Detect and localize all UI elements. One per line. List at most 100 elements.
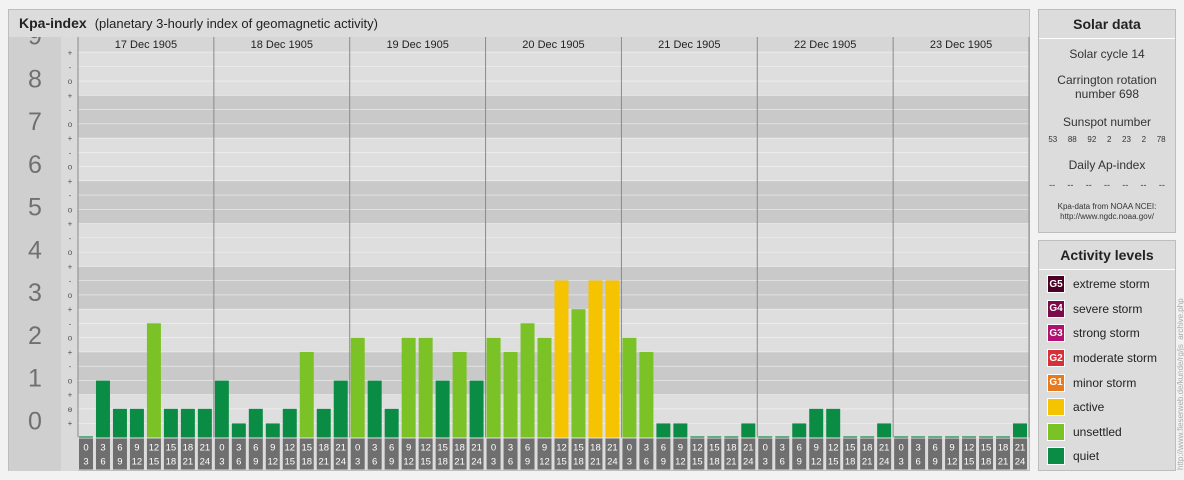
time-slot-box bbox=[452, 438, 467, 470]
time-slot-start: 3 bbox=[780, 443, 785, 454]
legend-label: extreme storm bbox=[1073, 277, 1150, 292]
time-slot-end: 21 bbox=[862, 457, 873, 468]
y-tick-label: 0 bbox=[28, 408, 42, 436]
time-slot-end: 24 bbox=[879, 457, 890, 468]
sub-tick-label: + bbox=[68, 262, 73, 271]
sub-tick-label: + bbox=[68, 419, 73, 428]
y-tick-label: 9 bbox=[28, 37, 42, 51]
time-slot-end: 18 bbox=[301, 457, 312, 468]
grid-band bbox=[78, 223, 1029, 267]
grid-band bbox=[78, 266, 1029, 310]
time-slot-end: 12 bbox=[539, 457, 550, 468]
time-slot-end: 6 bbox=[100, 457, 105, 468]
time-slot-end: 15 bbox=[556, 457, 567, 468]
kp-bar bbox=[571, 309, 586, 438]
kp-bar bbox=[197, 408, 212, 438]
kp-bar bbox=[112, 408, 127, 438]
time-slot-box bbox=[180, 438, 195, 470]
time-slot-start: 15 bbox=[709, 443, 720, 454]
kp-bar bbox=[656, 423, 671, 438]
time-slot-end: 6 bbox=[915, 457, 920, 468]
kp-bar bbox=[622, 337, 637, 438]
ap-value: -- bbox=[1158, 180, 1165, 190]
time-slot-end: 9 bbox=[932, 457, 937, 468]
sub-tick-label: - bbox=[69, 319, 72, 328]
kp-bar bbox=[639, 351, 654, 438]
time-slot-box bbox=[622, 438, 637, 470]
sub-tick-label: o bbox=[68, 120, 73, 129]
sunspot-label: Sunspot number bbox=[1062, 115, 1152, 129]
sub-tick-label: + bbox=[68, 348, 73, 357]
time-slot-end: 18 bbox=[709, 457, 720, 468]
time-slot-end: 12 bbox=[403, 457, 414, 468]
sub-tick-label: + bbox=[68, 391, 73, 400]
time-slot-start: 21 bbox=[1015, 443, 1026, 454]
time-slot-end: 21 bbox=[726, 457, 737, 468]
y-tick-label: 3 bbox=[28, 279, 42, 307]
time-slot-start: 6 bbox=[389, 443, 394, 454]
time-slot-box bbox=[265, 438, 280, 470]
time-slot-end: 18 bbox=[166, 457, 177, 468]
legend-label: quiet bbox=[1073, 449, 1100, 464]
time-slot-box bbox=[367, 438, 382, 470]
time-slot-start: 12 bbox=[149, 443, 160, 454]
time-slot-box bbox=[282, 438, 297, 470]
time-slot-box bbox=[894, 438, 909, 470]
kp-bar bbox=[503, 351, 518, 438]
time-slot-end: 21 bbox=[183, 457, 194, 468]
time-slot-box bbox=[554, 438, 569, 470]
legend-label: unsettled bbox=[1073, 424, 1122, 439]
time-slot-end: 3 bbox=[491, 457, 496, 468]
activity-levels-legend: G5 extreme storm G4 severe storm G3 strong st… bbox=[1039, 272, 1175, 469]
time-slot-end: 6 bbox=[644, 457, 649, 468]
time-slot-box bbox=[877, 438, 892, 470]
time-slot-start: 21 bbox=[879, 443, 890, 454]
time-slot-start: 0 bbox=[627, 443, 632, 454]
legend-swatch: G4 bbox=[1047, 299, 1065, 318]
sub-tick-label: + bbox=[68, 177, 73, 186]
kp-bar bbox=[673, 423, 688, 438]
time-slot-box bbox=[945, 438, 960, 470]
kp-bar bbox=[95, 380, 110, 438]
time-slot-start: 21 bbox=[335, 443, 346, 454]
time-slot-box bbox=[350, 438, 365, 470]
legend-item: unsettled bbox=[1047, 420, 1175, 445]
time-slot-box bbox=[520, 438, 535, 470]
time-slot-box bbox=[758, 438, 773, 470]
time-slot-box bbox=[333, 438, 348, 470]
time-slot-end: 21 bbox=[998, 457, 1009, 468]
time-slot-end: 15 bbox=[284, 457, 295, 468]
time-slot-box bbox=[418, 438, 433, 470]
sub-tick-label: - bbox=[69, 191, 72, 200]
time-slot-box bbox=[299, 438, 314, 470]
time-slot-end: 15 bbox=[692, 457, 703, 468]
day-label: 20 Dec 1905 bbox=[522, 39, 584, 51]
time-slot-box bbox=[979, 438, 994, 470]
time-slot-start: 15 bbox=[166, 443, 177, 454]
legend-item: G5 extreme storm bbox=[1047, 272, 1175, 297]
time-slot-start: 9 bbox=[406, 443, 411, 454]
time-slot-box bbox=[826, 438, 841, 470]
kp-bar bbox=[605, 280, 620, 438]
activity-levels-panel: Activity levels G5 extreme storm G4 severe … bbox=[1038, 240, 1176, 471]
kp-bar bbox=[265, 423, 280, 438]
kp-bar bbox=[316, 408, 331, 438]
time-slot-start: 12 bbox=[828, 443, 839, 454]
time-slot-end: 24 bbox=[200, 457, 211, 468]
y-axis-gutter bbox=[9, 37, 61, 471]
time-slot-start: 12 bbox=[556, 443, 567, 454]
time-slot-box bbox=[197, 438, 212, 470]
kp-bar bbox=[129, 408, 144, 438]
legend-item: G4 severe storm bbox=[1047, 297, 1175, 322]
time-slot-box bbox=[588, 438, 603, 470]
kp-bar bbox=[877, 423, 892, 438]
legend-item: G3 strong storm bbox=[1047, 321, 1175, 346]
kpa-bar-chart: 17 Dec 1905 18 Dec 1905 19 Dec 1905 20 Dec … bbox=[9, 37, 1030, 471]
time-slot-box bbox=[605, 438, 620, 470]
sub-tick-label: - bbox=[69, 277, 72, 286]
time-slot-box bbox=[316, 438, 331, 470]
legend-item: G2 moderate storm bbox=[1047, 346, 1175, 371]
solar-data-panel: Solar data Solar cycle 14 Carrington rot… bbox=[1038, 9, 1176, 233]
time-slot-box bbox=[775, 438, 790, 470]
time-slot-box bbox=[656, 438, 671, 470]
